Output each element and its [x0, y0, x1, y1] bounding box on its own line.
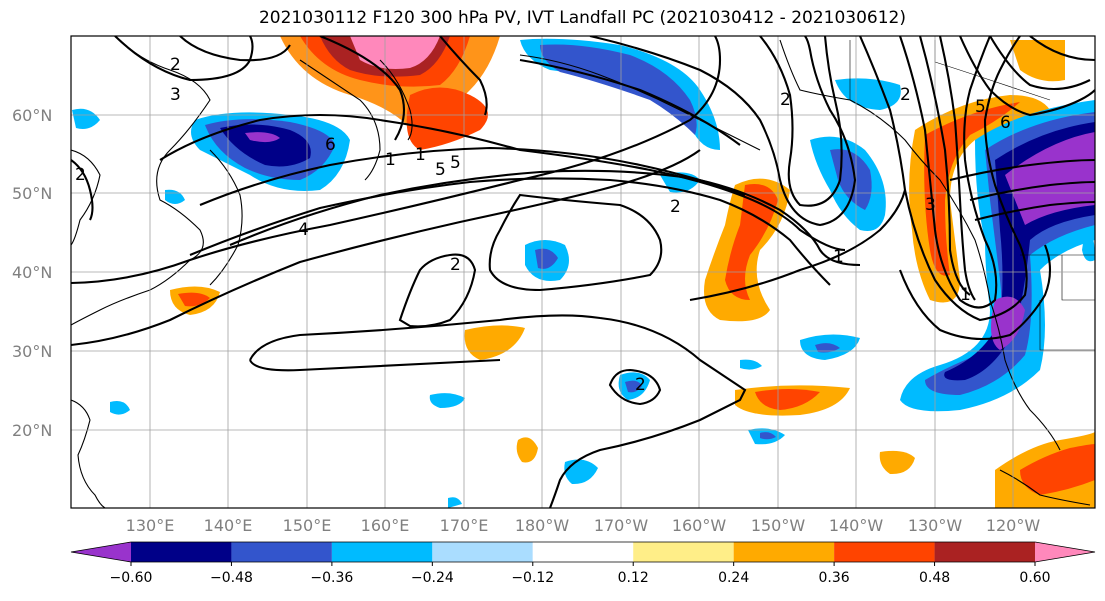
- latitude-labels: 60°N 50°N 40°N 30°N 20°N: [12, 106, 52, 440]
- contour-label: 3: [925, 195, 936, 215]
- colorbar-swatch: [71, 542, 131, 562]
- colorbar-tick-label: 0.60: [1019, 570, 1050, 586]
- colorbar-swatch: [1035, 542, 1095, 562]
- contour-label: 2: [450, 255, 461, 275]
- colorbar-tick-label: −0.60: [110, 570, 153, 586]
- lon-label: 180°W: [515, 516, 570, 535]
- colorbar-tick-label: −0.36: [310, 570, 353, 586]
- colorbar-tick-label: 0.36: [819, 570, 850, 586]
- colorbar-swatch: [633, 542, 734, 562]
- pv-contour-layer: [71, 36, 1095, 508]
- lat-label: 40°N: [12, 263, 52, 282]
- colorbar-tick-label: −0.48: [210, 570, 253, 586]
- map-frame: [70, 35, 1096, 509]
- colorbar-swatch: [934, 542, 1035, 562]
- lon-label: 130°W: [908, 516, 963, 535]
- contour-label: 4: [298, 220, 309, 240]
- colorbar-tick-label: 0.24: [718, 570, 749, 586]
- contour-label: 1: [960, 285, 971, 305]
- contour-label: 2: [670, 197, 681, 217]
- contour-label: 1: [385, 150, 396, 170]
- colorbar-swatch: [733, 542, 835, 562]
- longitude-labels: 130°E 140°E 150°E 160°E 170°E 180°W 170°…: [126, 516, 1041, 535]
- lon-label: 150°E: [283, 516, 332, 535]
- shading-layer: [72, 36, 1095, 508]
- colorbar-swatch: [432, 542, 533, 562]
- colorbar-swatch: [131, 542, 232, 562]
- colorbar: −0.60 −0.48 −0.36 −0.24 −0.12 0.12 0.24 0.36 0.4…: [70, 541, 1096, 586]
- colorbar-swatch: [834, 542, 935, 562]
- contour-label: 2: [780, 90, 791, 110]
- contour-label: 2: [635, 375, 646, 395]
- contour-labels: 2 3 5 6 1 5 2 2 1 2 2 1 5 3 6 4 2 2 1: [75, 55, 1011, 395]
- lat-label: 20°N: [12, 421, 52, 440]
- political-border-layer: [849, 40, 1095, 351]
- colorbar-swatch: [532, 542, 634, 562]
- colorbar-swatch: [231, 542, 332, 562]
- colorbar-tick-label: 0.12: [618, 570, 649, 586]
- colorbar-swatch: [331, 542, 433, 562]
- gridlines: [71, 36, 1095, 508]
- contour-label: 1: [833, 247, 844, 267]
- contour-label: 5: [435, 160, 446, 180]
- lon-label: 130°E: [126, 516, 175, 535]
- lon-label: 140°W: [829, 516, 884, 535]
- contour-label: 5: [975, 97, 986, 117]
- lat-label: 30°N: [12, 342, 52, 361]
- lat-label: 60°N: [12, 106, 52, 125]
- contour-label: 2: [900, 85, 911, 105]
- contour-label: 2: [170, 55, 181, 75]
- contour-label: 6: [1000, 113, 1011, 133]
- lon-label: 120°W: [986, 516, 1041, 535]
- colorbar-tick-label: −0.24: [411, 570, 454, 586]
- lon-label: 160°E: [361, 516, 410, 535]
- colorbar-tick-label: 0.48: [919, 570, 950, 586]
- colorbar-tick-label: −0.12: [511, 570, 554, 586]
- contour-label: 2: [75, 165, 86, 185]
- lon-label: 160°W: [672, 516, 727, 535]
- lat-label: 50°N: [12, 184, 52, 203]
- contour-label: 1: [415, 145, 426, 165]
- lon-label: 140°E: [204, 516, 253, 535]
- contour-label: 6: [325, 135, 336, 155]
- map-title: 2021030112 F120 300 hPa PV, IVT Landfall…: [258, 8, 906, 28]
- contour-label: 5: [450, 153, 461, 173]
- contour-label: 3: [170, 85, 181, 105]
- lon-label: 150°W: [751, 516, 806, 535]
- lon-label: 170°W: [594, 516, 649, 535]
- lon-label: 170°E: [440, 516, 489, 535]
